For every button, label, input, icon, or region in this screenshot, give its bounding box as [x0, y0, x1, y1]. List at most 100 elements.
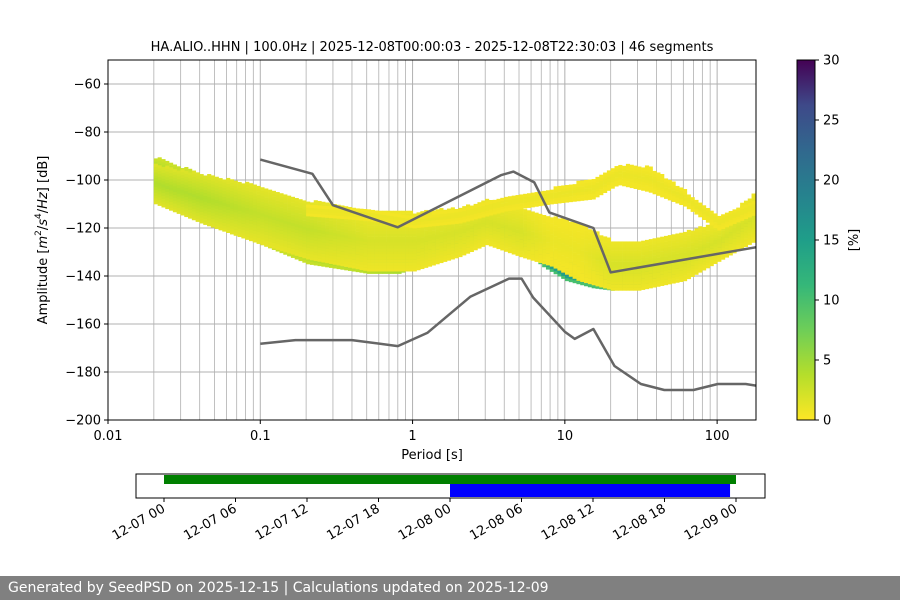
psd-cell: [557, 197, 562, 201]
psd-cell: [656, 240, 661, 244]
psd-cell: [633, 250, 638, 254]
psd-cell: [351, 268, 356, 272]
psd-cell: [260, 216, 265, 220]
psd-cell: [500, 227, 505, 231]
psd-cell: [576, 186, 581, 190]
psd-cell: [683, 246, 688, 250]
psd-cell: [743, 217, 749, 222]
psd-cell: [683, 263, 688, 267]
psd-cell: [439, 239, 444, 243]
psd-cell: [321, 219, 326, 223]
psd-cell: [169, 167, 174, 171]
psd-cell: [348, 261, 353, 265]
psd-cell: [580, 188, 585, 193]
psd-cell: [660, 251, 665, 255]
psd-cell: [500, 206, 505, 210]
psd-cell: [507, 238, 513, 242]
psd-cell: [169, 178, 174, 182]
psd-cell: [264, 231, 269, 235]
psd-cell: [191, 182, 197, 186]
psd-cell: [405, 253, 410, 258]
psd-cell: [500, 235, 505, 239]
psd-cell: [370, 215, 375, 219]
psd-cell: [226, 198, 231, 202]
psd-cell: [545, 219, 551, 223]
psd-cell: [485, 239, 490, 243]
psd-cell: [625, 247, 631, 251]
psd-cell: [580, 252, 585, 257]
psd-cell: [542, 217, 547, 222]
psd-cell: [207, 174, 212, 178]
psd-cell: [713, 257, 718, 262]
psd-cell: [492, 227, 497, 231]
psd-cell: [374, 262, 379, 266]
psd-cell: [717, 229, 722, 234]
psd-cell: [351, 259, 356, 263]
psd-cell: [526, 253, 532, 257]
psd-cell: [515, 238, 520, 242]
psd-cell: [667, 237, 672, 242]
psd-cell: [176, 204, 181, 209]
psd-cell: [241, 191, 246, 196]
psd-cell: [195, 184, 200, 188]
psd-cell: [576, 274, 581, 278]
psd-cell: [641, 272, 646, 276]
psd-cell: [545, 193, 551, 197]
psd-cell: [389, 248, 394, 252]
psd-cell: [663, 235, 669, 240]
psd-cell: [542, 235, 547, 239]
psd-cell: [443, 221, 448, 226]
psd-cell: [355, 214, 360, 218]
psd-cell: [629, 164, 634, 168]
psd-cell: [663, 264, 669, 268]
psd-cell: [671, 257, 676, 261]
psd-cell: [553, 253, 558, 258]
psd-cell: [161, 201, 166, 205]
psd-cell: [622, 264, 627, 268]
psd-cell: [408, 215, 414, 220]
psd-cell: [698, 260, 703, 264]
psd-cell: [207, 222, 212, 227]
psd-cell: [229, 190, 235, 194]
psd-cell: [309, 258, 315, 263]
psd-cell: [568, 196, 573, 200]
psd-cell: [389, 256, 394, 260]
psd-cell: [458, 251, 463, 255]
psd-cell: [260, 201, 265, 205]
psd-cell: [511, 234, 516, 238]
psd-cell: [469, 220, 474, 224]
psd-cell: [264, 243, 269, 247]
psd-cell: [629, 278, 634, 283]
psd-cell: [431, 250, 436, 254]
psd-cell: [222, 190, 227, 195]
psd-cell: [328, 214, 334, 219]
psd-cell: [504, 199, 509, 203]
psd-cell: [203, 198, 208, 202]
psd-cell: [580, 235, 585, 239]
psd-cell: [389, 233, 394, 237]
psd-cell: [462, 226, 467, 230]
psd-cell: [363, 209, 368, 213]
psd-cell: [172, 164, 177, 168]
psd-cell: [496, 219, 501, 224]
psd-cell: [587, 234, 592, 239]
psd-cell: [698, 226, 703, 230]
psd-cell: [580, 282, 585, 286]
psd-cell: [336, 242, 341, 246]
psd-cell: [226, 206, 231, 210]
psd-cell: [210, 204, 216, 208]
psd-cell: [587, 284, 592, 288]
psd-cell: [188, 215, 193, 219]
psd-cell: [195, 186, 200, 191]
psd-cell: [698, 266, 703, 270]
psd-cell: [317, 224, 322, 228]
psd-cell: [275, 203, 280, 207]
psd-cell: [214, 199, 219, 203]
psd-cell: [530, 237, 535, 241]
psd-cell: [287, 218, 292, 222]
psd-cell: [637, 273, 642, 277]
psd-cell: [359, 249, 364, 253]
psd-cell: [309, 228, 315, 232]
psd-cell: [210, 201, 216, 205]
psd-cell: [203, 218, 208, 222]
